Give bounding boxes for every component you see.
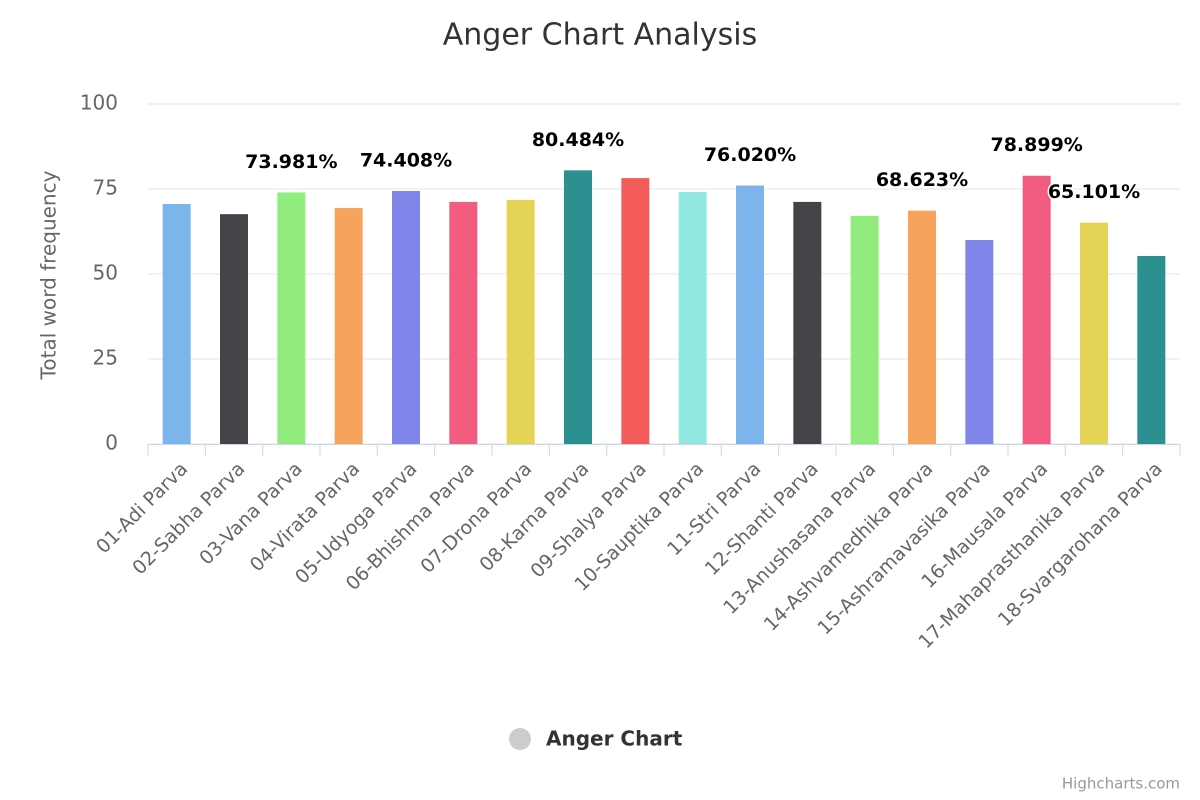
bar xyxy=(277,192,306,444)
x-tick-label: 03-Vana Parva xyxy=(195,458,307,570)
bar xyxy=(334,208,363,444)
bar xyxy=(736,185,764,445)
bar xyxy=(564,170,592,444)
y-axis-title: Total word frequency xyxy=(37,170,61,380)
bar xyxy=(220,214,248,444)
legend-symbol[interactable] xyxy=(509,728,531,750)
data-label: 78.899% xyxy=(990,134,1082,156)
bar xyxy=(621,178,650,444)
bar xyxy=(850,215,879,444)
bar xyxy=(1137,255,1166,444)
chart-title: Anger Chart Analysis xyxy=(443,18,758,53)
bar xyxy=(449,201,478,444)
credits[interactable]: Highcharts.com xyxy=(1062,775,1180,793)
bar xyxy=(392,191,420,444)
bar xyxy=(678,192,707,444)
bar xyxy=(793,201,822,444)
data-label: 74.408% xyxy=(360,150,452,172)
data-label: 73.981% xyxy=(245,151,337,173)
y-tick-label: 75 xyxy=(93,176,118,200)
bar xyxy=(965,240,994,444)
data-label: 80.484% xyxy=(532,129,624,151)
bar xyxy=(1022,175,1051,444)
data-label: 76.020% xyxy=(704,144,796,166)
data-label: 68.623% xyxy=(876,169,968,191)
bar xyxy=(162,203,191,444)
y-tick-label: 0 xyxy=(105,431,118,455)
bar xyxy=(506,199,535,444)
y-tick-label: 100 xyxy=(80,91,118,115)
data-label: 65.101% xyxy=(1048,181,1140,203)
y-tick-label: 25 xyxy=(93,346,118,370)
bar xyxy=(908,210,936,444)
legend-label[interactable]: Anger Chart xyxy=(546,727,683,751)
bar xyxy=(1080,222,1108,444)
y-tick-label: 50 xyxy=(93,261,118,285)
